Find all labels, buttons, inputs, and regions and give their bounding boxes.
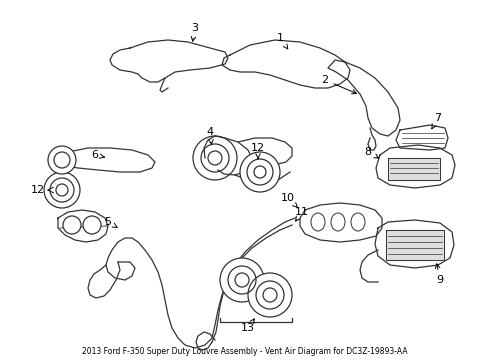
Text: 13: 13 — [241, 319, 254, 333]
Text: 5: 5 — [104, 217, 117, 228]
Text: 8: 8 — [364, 147, 378, 158]
Polygon shape — [374, 220, 453, 268]
Ellipse shape — [310, 213, 325, 231]
Text: 2: 2 — [321, 75, 356, 94]
Circle shape — [63, 216, 81, 234]
Text: 6: 6 — [91, 150, 104, 160]
Text: 12: 12 — [250, 143, 264, 159]
Circle shape — [247, 273, 291, 317]
Text: 7: 7 — [431, 113, 441, 129]
Text: 1: 1 — [276, 33, 287, 49]
Text: 12: 12 — [31, 185, 45, 195]
Ellipse shape — [350, 213, 364, 231]
Polygon shape — [327, 60, 399, 136]
Circle shape — [193, 136, 237, 180]
Text: 3: 3 — [191, 23, 198, 41]
Circle shape — [44, 172, 80, 208]
Polygon shape — [110, 40, 227, 82]
Polygon shape — [58, 148, 155, 172]
Text: 2013 Ford F-350 Super Duty Louvre Assembly - Vent Air Diagram for DC3Z-19893-AA: 2013 Ford F-350 Super Duty Louvre Assemb… — [81, 347, 407, 356]
Polygon shape — [222, 40, 349, 88]
Circle shape — [220, 258, 264, 302]
Polygon shape — [375, 145, 454, 188]
Text: 11: 11 — [294, 207, 308, 221]
Polygon shape — [299, 203, 381, 242]
Text: 4: 4 — [206, 127, 213, 144]
Circle shape — [48, 146, 76, 174]
Circle shape — [83, 216, 101, 234]
Circle shape — [240, 152, 280, 192]
Polygon shape — [385, 230, 443, 260]
Text: 9: 9 — [434, 264, 443, 285]
Ellipse shape — [330, 213, 345, 231]
Text: 10: 10 — [281, 193, 297, 208]
Polygon shape — [58, 210, 108, 242]
Polygon shape — [387, 158, 439, 180]
Polygon shape — [395, 125, 447, 150]
